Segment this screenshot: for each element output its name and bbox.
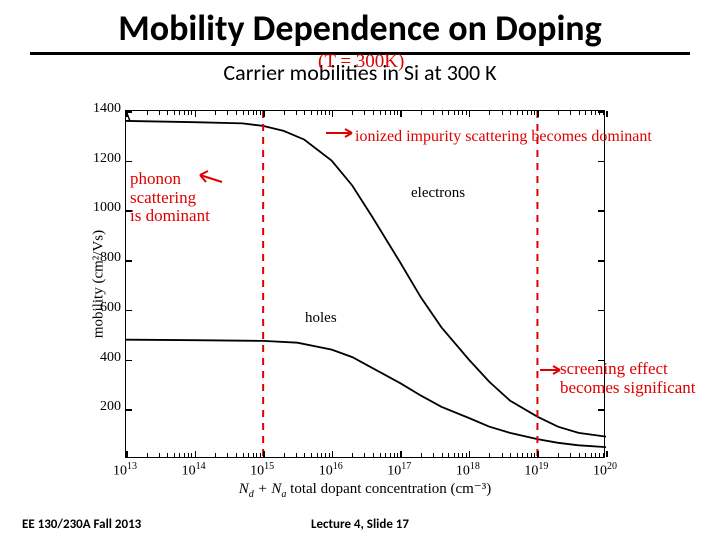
x-tick-label: 1018 bbox=[456, 461, 480, 480]
y-axis-label: mobility (cm²/Vs) bbox=[91, 230, 108, 338]
slide-title: Mobility Dependence on Doping bbox=[0, 0, 720, 52]
y-tick-label: 600 bbox=[81, 300, 121, 316]
x-tick-label: 1014 bbox=[182, 461, 206, 480]
y-tick-label: 200 bbox=[81, 399, 121, 415]
x-tick-label: 1019 bbox=[524, 461, 548, 480]
xlabel-suffix: total dopant concentration (cm⁻³) bbox=[286, 481, 491, 497]
x-tick-label: 1017 bbox=[387, 461, 411, 480]
annotation-phonon: phononscatteringis dominant bbox=[130, 170, 220, 226]
y-tick-label: 1400 bbox=[81, 101, 121, 117]
chart-svg bbox=[126, 111, 606, 459]
plot-frame bbox=[125, 110, 605, 458]
footer-center: Lecture 4, Slide 17 bbox=[311, 517, 409, 532]
series-label-electrons: electrons bbox=[411, 185, 465, 202]
annotation-ionized: ionized impurity scattering becomes domi… bbox=[355, 128, 720, 146]
y-tick-label: 1000 bbox=[81, 200, 121, 216]
series-label-holes: holes bbox=[305, 310, 337, 327]
x-tick-label: 1016 bbox=[319, 461, 343, 480]
xlabel-prefix: N bbox=[239, 481, 249, 497]
y-tick-label: 1200 bbox=[81, 151, 121, 167]
annotation-temperature: (T = 300K) bbox=[318, 52, 404, 73]
x-tick-label: 1013 bbox=[113, 461, 137, 480]
y-tick-label: 400 bbox=[81, 350, 121, 366]
x-tick-label: 1020 bbox=[593, 461, 617, 480]
y-tick-label: 800 bbox=[81, 250, 121, 266]
footer-left: EE 130/230A Fall 2013 bbox=[22, 517, 141, 532]
x-tick-label: 1015 bbox=[250, 461, 274, 480]
xlabel-plus: + N bbox=[254, 481, 282, 497]
x-axis-label: Nd + Na total dopant concentration (cm⁻³… bbox=[239, 479, 492, 500]
slide-footer: EE 130/230A Fall 2013 Lecture 4, Slide 1… bbox=[0, 517, 720, 532]
annotation-screening: screening effectbecomes significant bbox=[560, 360, 720, 397]
mobility-chart: mobility (cm²/Vs) Nd + Na total dopant c… bbox=[125, 110, 605, 458]
